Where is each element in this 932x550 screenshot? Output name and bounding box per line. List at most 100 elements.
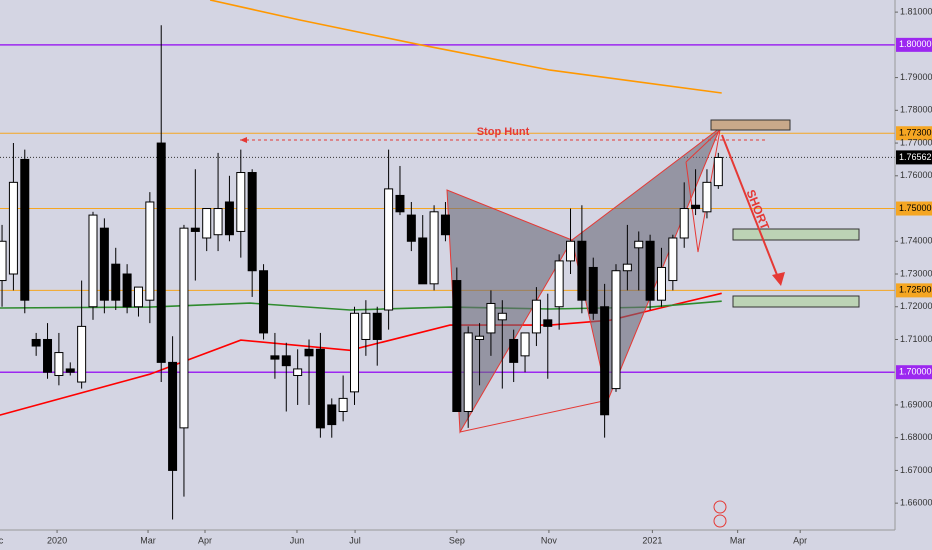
candle-body bbox=[145, 201, 155, 301]
y-tick-label: 1.69000 bbox=[900, 399, 932, 409]
candle-body bbox=[679, 208, 689, 239]
x-tick-label: Apr bbox=[793, 535, 807, 545]
level-label-box bbox=[896, 126, 932, 141]
candle-body bbox=[77, 325, 87, 383]
x-tick-label: Mar bbox=[140, 535, 156, 545]
level-label: 1.70000 bbox=[899, 367, 932, 377]
y-tick-label: 1.72000 bbox=[900, 301, 932, 311]
candle-body bbox=[54, 352, 64, 376]
candle-body bbox=[577, 240, 587, 301]
x-tick-label: Jun bbox=[290, 535, 305, 545]
candle-body bbox=[543, 319, 553, 327]
candle-body bbox=[475, 335, 485, 340]
x-tick-label: Dec bbox=[0, 535, 4, 545]
candle-body bbox=[361, 312, 371, 340]
candle-body bbox=[202, 208, 212, 239]
y-tick-label: 1.74000 bbox=[900, 236, 932, 246]
candle-body bbox=[554, 260, 564, 308]
candle-body bbox=[668, 237, 678, 282]
candle-body bbox=[702, 181, 712, 213]
level-label-box bbox=[896, 201, 932, 216]
level-label: 1.77300 bbox=[899, 128, 932, 138]
y-tick-label: 1.81000 bbox=[900, 6, 932, 16]
moving-average bbox=[209, 0, 722, 94]
arrow-head bbox=[772, 272, 785, 286]
candle-body bbox=[327, 404, 337, 426]
candle-body bbox=[88, 214, 98, 308]
x-tick-label: 2021 bbox=[642, 535, 662, 545]
candle-body bbox=[349, 312, 359, 393]
candle-body bbox=[566, 240, 576, 262]
candle-body bbox=[429, 211, 439, 285]
candle-body bbox=[213, 208, 223, 236]
candle-body bbox=[270, 355, 280, 360]
x-tick-label: Nov bbox=[541, 535, 558, 545]
candle-body bbox=[418, 237, 428, 285]
candle-body bbox=[395, 194, 405, 213]
zone-box bbox=[710, 119, 791, 131]
y-tick-label: 1.78000 bbox=[900, 105, 932, 115]
candle-body bbox=[713, 156, 723, 187]
pattern-line bbox=[459, 399, 609, 433]
candle-body bbox=[111, 263, 121, 301]
candle-body bbox=[315, 348, 325, 429]
candle-body bbox=[8, 181, 18, 275]
candle-body bbox=[384, 188, 394, 311]
candle-body bbox=[486, 302, 496, 334]
candle-body bbox=[588, 266, 598, 314]
candle-body bbox=[43, 338, 53, 373]
candle-body bbox=[168, 361, 178, 471]
candle-body bbox=[406, 214, 416, 242]
candle-body bbox=[293, 368, 303, 376]
candle-body bbox=[156, 142, 166, 363]
candle-body bbox=[224, 201, 234, 236]
candle-body bbox=[190, 227, 200, 232]
candle-body bbox=[463, 332, 473, 412]
candle-body bbox=[122, 273, 132, 308]
candle-body bbox=[497, 312, 507, 321]
arrow-head bbox=[240, 137, 247, 143]
candle-body bbox=[65, 368, 75, 373]
y-tick-label: 1.79000 bbox=[900, 72, 932, 82]
candle-body bbox=[656, 266, 666, 301]
x-tick-label: Sep bbox=[449, 535, 465, 545]
x-tick-label: Mar bbox=[730, 535, 746, 545]
candle-body bbox=[452, 280, 462, 412]
candle-body bbox=[259, 270, 269, 334]
short-arrow bbox=[721, 134, 780, 281]
candle-body bbox=[520, 332, 530, 357]
candle-body bbox=[634, 240, 644, 249]
candle-body bbox=[99, 227, 109, 301]
candles bbox=[0, 25, 723, 520]
candle-body bbox=[338, 397, 348, 412]
event-icon[interactable] bbox=[713, 514, 727, 528]
candle-body bbox=[247, 172, 257, 272]
x-tick-label: 2020 bbox=[47, 535, 67, 545]
level-label: 1.80000 bbox=[899, 39, 932, 49]
y-tick-label: 1.66000 bbox=[900, 498, 932, 508]
price-axis bbox=[895, 0, 932, 550]
candle-body bbox=[304, 348, 314, 357]
annotation: Stop Hunt bbox=[477, 126, 530, 138]
target-box bbox=[732, 228, 860, 241]
y-tick-label: 1.73000 bbox=[900, 268, 932, 278]
candle-body bbox=[440, 214, 450, 236]
level-label-box bbox=[896, 283, 932, 298]
level-label-box bbox=[896, 37, 932, 52]
candle-body bbox=[600, 306, 610, 416]
candle-body bbox=[236, 172, 246, 232]
level-label-box bbox=[896, 365, 932, 380]
last-price-label: 1.76562 bbox=[899, 152, 932, 162]
candle-body bbox=[509, 338, 519, 363]
x-tick-label: Apr bbox=[198, 535, 212, 545]
candle-body bbox=[179, 227, 189, 429]
candle-body bbox=[0, 240, 7, 282]
event-icon[interactable] bbox=[713, 500, 727, 514]
target-box bbox=[732, 295, 860, 308]
candle-body bbox=[611, 270, 621, 390]
y-tick-label: 1.67000 bbox=[900, 465, 932, 475]
level-label: 1.75000 bbox=[899, 203, 932, 213]
candle-body bbox=[31, 338, 41, 347]
candle-body bbox=[645, 240, 655, 301]
